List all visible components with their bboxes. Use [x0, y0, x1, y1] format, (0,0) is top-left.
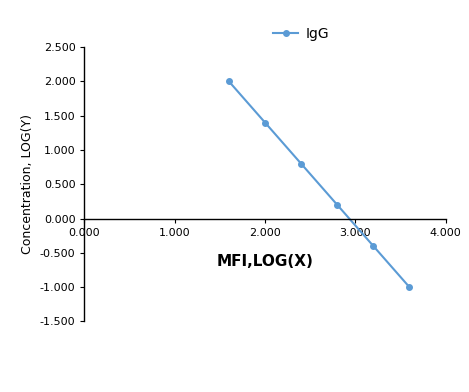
IgG — [262, 120, 268, 125]
X-axis label: MFI,LOG(X): MFI,LOG(X) — [217, 254, 313, 269]
Legend: IgG: IgG — [268, 21, 334, 46]
Y-axis label: Concentration, LOG(Y): Concentration, LOG(Y) — [21, 114, 34, 254]
IgG — [371, 243, 376, 249]
IgG — [226, 79, 232, 84]
IgG — [298, 162, 304, 166]
IgG — [407, 285, 412, 289]
IgG — [334, 202, 340, 207]
Line: IgG: IgG — [226, 78, 412, 290]
